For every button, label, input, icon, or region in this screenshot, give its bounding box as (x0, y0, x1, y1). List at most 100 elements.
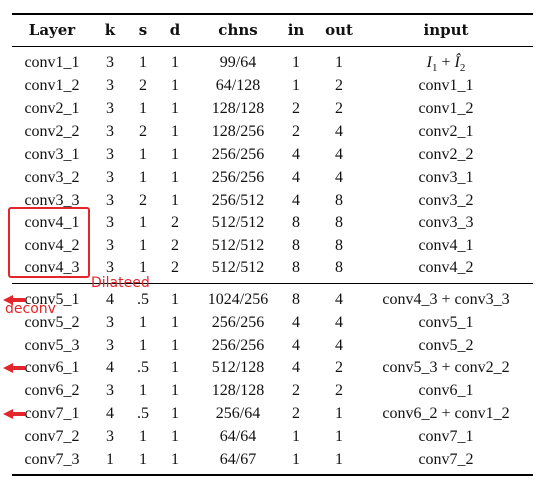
cell-chns: 1024/256 (207, 291, 269, 308)
cell-k: 1 (106, 451, 114, 468)
cell-in: 4 (292, 337, 300, 354)
cell-input: conv2_1 (418, 123, 474, 140)
cell-k: 3 (106, 382, 114, 399)
cell-k: 3 (106, 54, 114, 71)
cell-k: 3 (106, 146, 114, 163)
cell-out: 1 (335, 405, 343, 422)
cell-s: 1 (139, 169, 147, 186)
cell-k: 3 (106, 214, 114, 231)
dilated-highlight-box (8, 207, 90, 278)
bottom-rule (12, 474, 533, 476)
top-rule (12, 13, 533, 15)
cell-chns: 99/64 (219, 54, 257, 71)
cell-d: 2 (171, 259, 179, 276)
cell-s: .5 (137, 405, 149, 422)
cell-layer: conv3_2 (24, 169, 80, 186)
header-k: k (104, 21, 116, 39)
cell-in: 8 (292, 259, 300, 276)
cell-input: conv5_2 (418, 337, 474, 354)
cell-chns: 128/128 (211, 100, 265, 117)
cell-s: 2 (139, 192, 147, 209)
cell-s: 1 (139, 237, 147, 254)
deconv-arrow-3 (3, 409, 25, 419)
deconv-arrow-2 (3, 363, 25, 373)
cell-input: conv3_2 (418, 192, 474, 209)
dilated-annotation: Dilateed (91, 275, 150, 291)
cell-input: conv7_1 (418, 428, 474, 445)
cell-in: 2 (292, 382, 300, 399)
cell-s: 2 (139, 77, 147, 94)
cell-k: 4 (106, 291, 114, 308)
cell-out: 4 (335, 337, 343, 354)
cell-in: 8 (292, 214, 300, 231)
cell-d: 1 (171, 405, 179, 422)
cell-chns: 256/64 (215, 405, 261, 422)
cell-chns: 64/67 (219, 451, 257, 468)
cell-input: conv4_3 + conv3_3 (382, 291, 510, 308)
cell-k: 3 (106, 428, 114, 445)
header-out: out (325, 21, 353, 39)
cell-chns: 256/512 (211, 192, 265, 209)
cell-input: conv4_1 (418, 237, 474, 254)
cell-out: 8 (335, 259, 343, 276)
cell-s: 1 (139, 259, 147, 276)
cell-k: 4 (106, 405, 114, 422)
cell-layer: conv5_1 (24, 291, 80, 308)
math-i2: Î2 (454, 54, 466, 75)
cell-out: 4 (335, 291, 343, 308)
cell-out: 1 (335, 428, 343, 445)
cell-s: 1 (139, 428, 147, 445)
cell-d: 1 (171, 314, 179, 331)
cell-d: 1 (171, 146, 179, 163)
cell-d: 1 (171, 337, 179, 354)
cell-k: 4 (106, 359, 114, 376)
cell-out: 2 (335, 100, 343, 117)
cell-s: 1 (139, 146, 147, 163)
cell-k: 3 (106, 100, 114, 117)
header-in: in (287, 21, 305, 39)
cell-s: 1 (139, 314, 147, 331)
cell-chns: 512/512 (211, 237, 265, 254)
cell-layer: conv1_2 (24, 77, 80, 94)
header-layer: Layer (28, 21, 76, 39)
cell-s: 1 (139, 451, 147, 468)
cell-input: conv1_2 (418, 100, 474, 117)
section-rule (12, 283, 533, 284)
cell-d: 1 (171, 382, 179, 399)
cell-k: 3 (106, 169, 114, 186)
header-input: input (423, 21, 469, 39)
cell-input: conv4_2 (418, 259, 474, 276)
cell-input: conv5_1 (418, 314, 474, 331)
cell-out: 1 (335, 54, 343, 71)
cell-chns: 512/128 (211, 359, 265, 376)
cell-in: 8 (292, 237, 300, 254)
header-s: s (138, 21, 148, 39)
cell-k: 3 (106, 77, 114, 94)
cell-layer: conv2_2 (24, 123, 80, 140)
cell-in: 4 (292, 192, 300, 209)
cell-out: 4 (335, 314, 343, 331)
cell-k: 3 (106, 237, 114, 254)
cell-s: 2 (139, 123, 147, 140)
cell-s: .5 (137, 359, 149, 376)
cell-input: conv6_2 + conv1_2 (382, 405, 510, 422)
cell-in: 2 (292, 100, 300, 117)
cell-k: 3 (106, 123, 114, 140)
cell-d: 1 (171, 359, 179, 376)
cell-input: conv5_3 + conv2_2 (382, 359, 510, 376)
cell-chns: 256/256 (211, 337, 265, 354)
cell-out: 4 (335, 146, 343, 163)
cell-chns: 256/256 (211, 146, 265, 163)
cell-chns: 128/128 (211, 382, 265, 399)
cell-chns: 256/256 (211, 169, 265, 186)
cell-k: 3 (106, 314, 114, 331)
cell-in: 1 (292, 451, 300, 468)
cell-input: conv7_2 (418, 451, 474, 468)
cell-layer: conv3_1 (24, 146, 80, 163)
cell-in: 8 (292, 291, 300, 308)
cell-k: 3 (106, 259, 114, 276)
header-chns: chns (218, 21, 258, 39)
cell-in: 1 (292, 54, 300, 71)
cell-s: 1 (139, 382, 147, 399)
cell-layer: conv5_3 (24, 337, 80, 354)
